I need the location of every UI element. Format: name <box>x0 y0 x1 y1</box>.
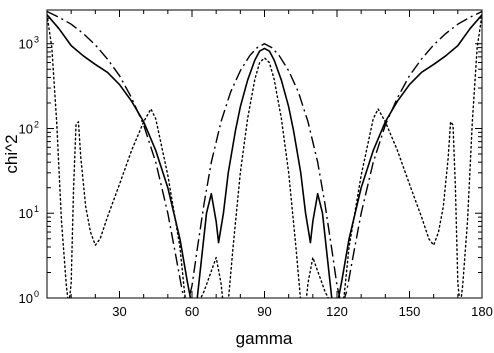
series-line-solid <box>47 14 482 298</box>
x-tick-label: 180 <box>471 304 493 319</box>
plot-area <box>46 9 483 299</box>
x-tick-label: 120 <box>326 304 348 319</box>
y-axis-label: chi^2 <box>2 134 21 173</box>
y-tick-label: 10 <box>19 121 33 136</box>
y-tick-exponent: 1 <box>34 204 39 214</box>
y-tick-exponent: 3 <box>34 35 39 45</box>
x-tick-label: 90 <box>257 304 271 319</box>
x-tick-label: 150 <box>399 304 421 319</box>
y-tick-label: 10 <box>19 37 33 52</box>
series-line-dotted <box>47 14 482 298</box>
y-tick-label: 10 <box>19 291 33 306</box>
x-tick-label: 30 <box>112 304 126 319</box>
y-tick-label: 10 <box>19 206 33 221</box>
y-tick-exponent: 2 <box>34 119 39 129</box>
x-tick-label: 60 <box>185 304 199 319</box>
series-line-dash-dot <box>47 10 482 298</box>
y-tick-exponent: 0 <box>34 289 39 299</box>
x-axis-label: gamma <box>236 329 293 348</box>
